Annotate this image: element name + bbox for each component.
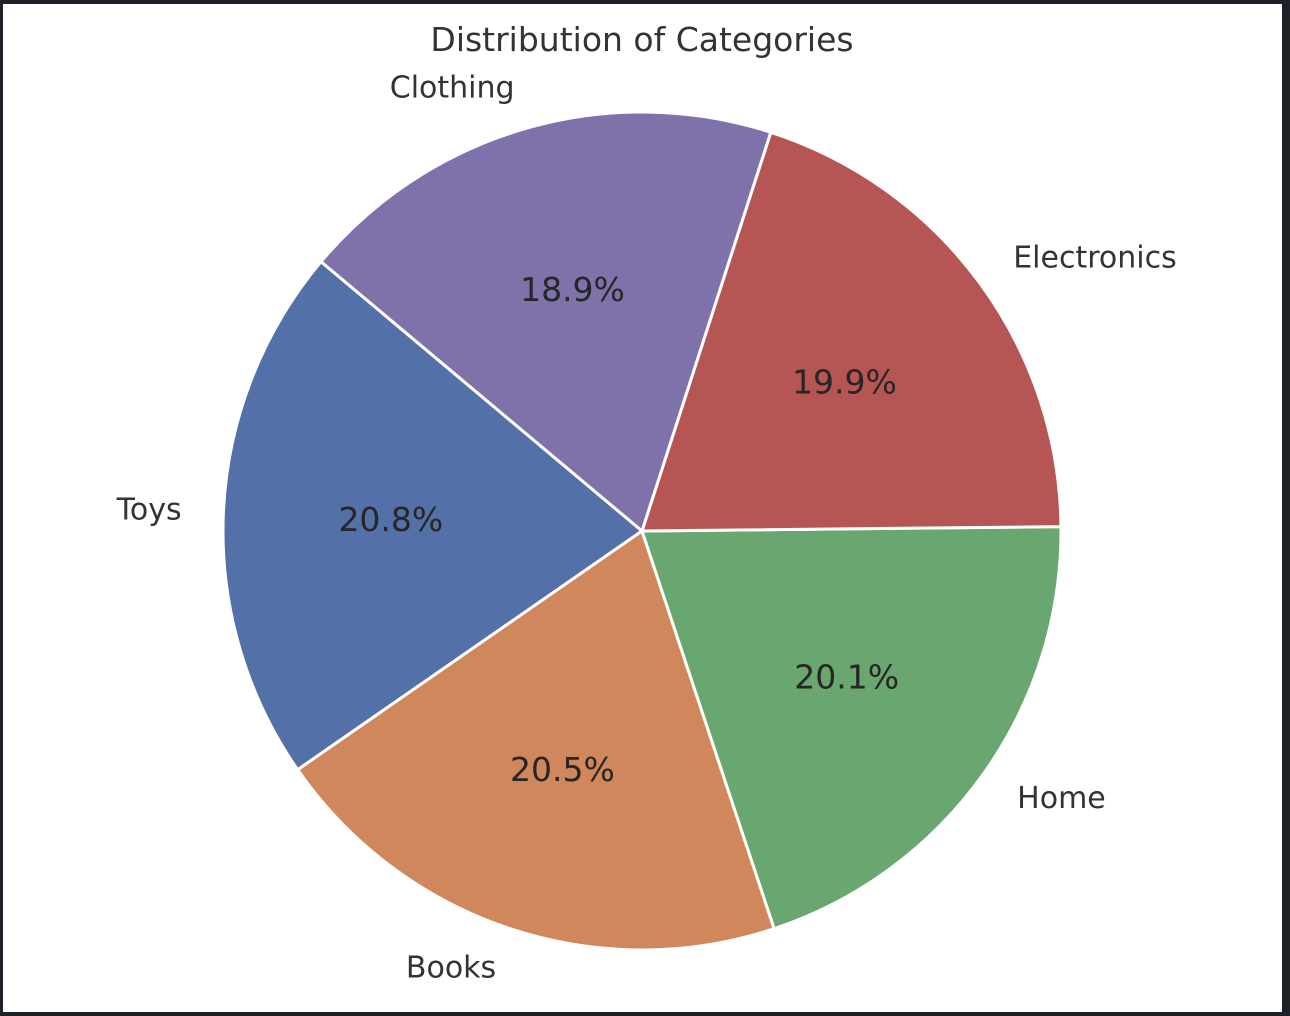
category-label-toys: Toys <box>116 492 182 527</box>
pct-label-toys: 20.8% <box>338 500 443 539</box>
category-label-electronics: Electronics <box>1013 240 1177 275</box>
category-label-clothing: Clothing <box>390 71 515 106</box>
pie-slice-books <box>295 528 777 952</box>
category-label-books: Books <box>406 951 496 986</box>
pct-label-books: 20.5% <box>510 750 615 789</box>
pie-slice-clothing <box>318 110 773 534</box>
pie-slice-toys <box>221 259 645 772</box>
pie-slices <box>221 110 1063 952</box>
chart-title: Distribution of Categories <box>430 20 853 59</box>
pct-label-electronics: 19.9% <box>792 363 897 402</box>
pie-labels: 20.8% Toys 20.5% Books 20.1% Home 19.9% Electro… <box>116 71 1177 986</box>
pie-slice-home <box>639 525 1063 931</box>
pct-label-clothing: 18.9% <box>520 270 625 309</box>
pie-slice-electronics <box>639 130 1063 533</box>
category-label-home: Home <box>1017 781 1106 816</box>
chart-frame: Distribution of Categories 20.8% Toys 20.5… <box>3 4 1282 1012</box>
pie-chart: Distribution of Categories 20.8% Toys 20.5… <box>116 20 1177 986</box>
pct-label-home: 20.1% <box>794 658 899 697</box>
